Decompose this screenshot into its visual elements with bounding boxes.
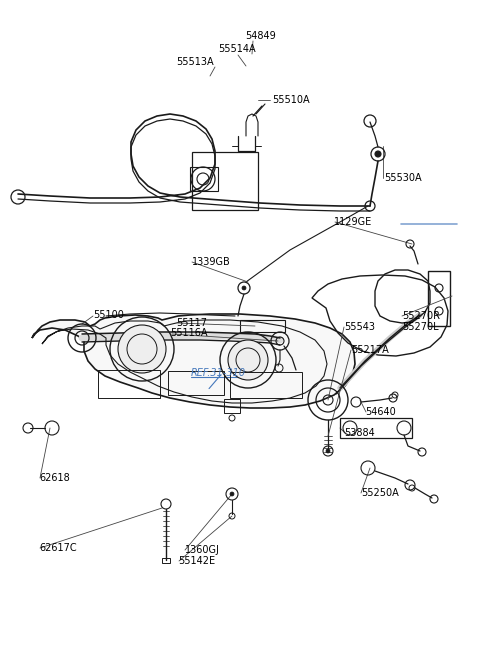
Circle shape [230, 492, 234, 496]
Text: 55217A: 55217A [351, 345, 389, 356]
Bar [162, 558, 170, 563]
Text: 55514A: 55514A [218, 44, 256, 54]
Text: 55117: 55117 [177, 318, 208, 328]
Circle shape [242, 286, 246, 290]
Text: REF.31-310: REF.31-310 [191, 367, 246, 378]
Bar [224, 399, 240, 413]
Text: 55100: 55100 [94, 310, 124, 320]
Polygon shape [32, 314, 355, 408]
Text: 1129GE: 1129GE [334, 216, 372, 227]
Text: 55270R: 55270R [402, 311, 440, 321]
Text: 55142E: 55142E [179, 556, 216, 566]
Circle shape [118, 325, 166, 373]
Text: 55250A: 55250A [361, 488, 399, 499]
Text: 55543: 55543 [345, 321, 376, 332]
Circle shape [375, 151, 381, 157]
Bar [98, 370, 160, 398]
Bar [230, 372, 302, 398]
Text: 55510A: 55510A [273, 94, 310, 105]
Text: 54849: 54849 [245, 31, 276, 41]
Bar [240, 320, 285, 332]
Bar [428, 271, 450, 326]
Bar [168, 371, 224, 395]
Bar [192, 152, 258, 210]
Circle shape [326, 449, 330, 453]
Text: 55513A: 55513A [177, 57, 214, 68]
Text: 1360GJ: 1360GJ [185, 544, 220, 555]
Text: 55270L: 55270L [402, 321, 439, 332]
Text: 62618: 62618 [39, 472, 70, 483]
Text: 62617C: 62617C [39, 543, 77, 553]
Circle shape [228, 340, 268, 380]
Text: 53884: 53884 [345, 428, 375, 438]
Bar [340, 418, 412, 438]
Text: 1339GB: 1339GB [192, 257, 231, 268]
Text: 55530A: 55530A [384, 173, 421, 184]
Text: 55116A: 55116A [170, 328, 208, 338]
Text: 54640: 54640 [365, 407, 396, 417]
Bar [190, 167, 218, 191]
